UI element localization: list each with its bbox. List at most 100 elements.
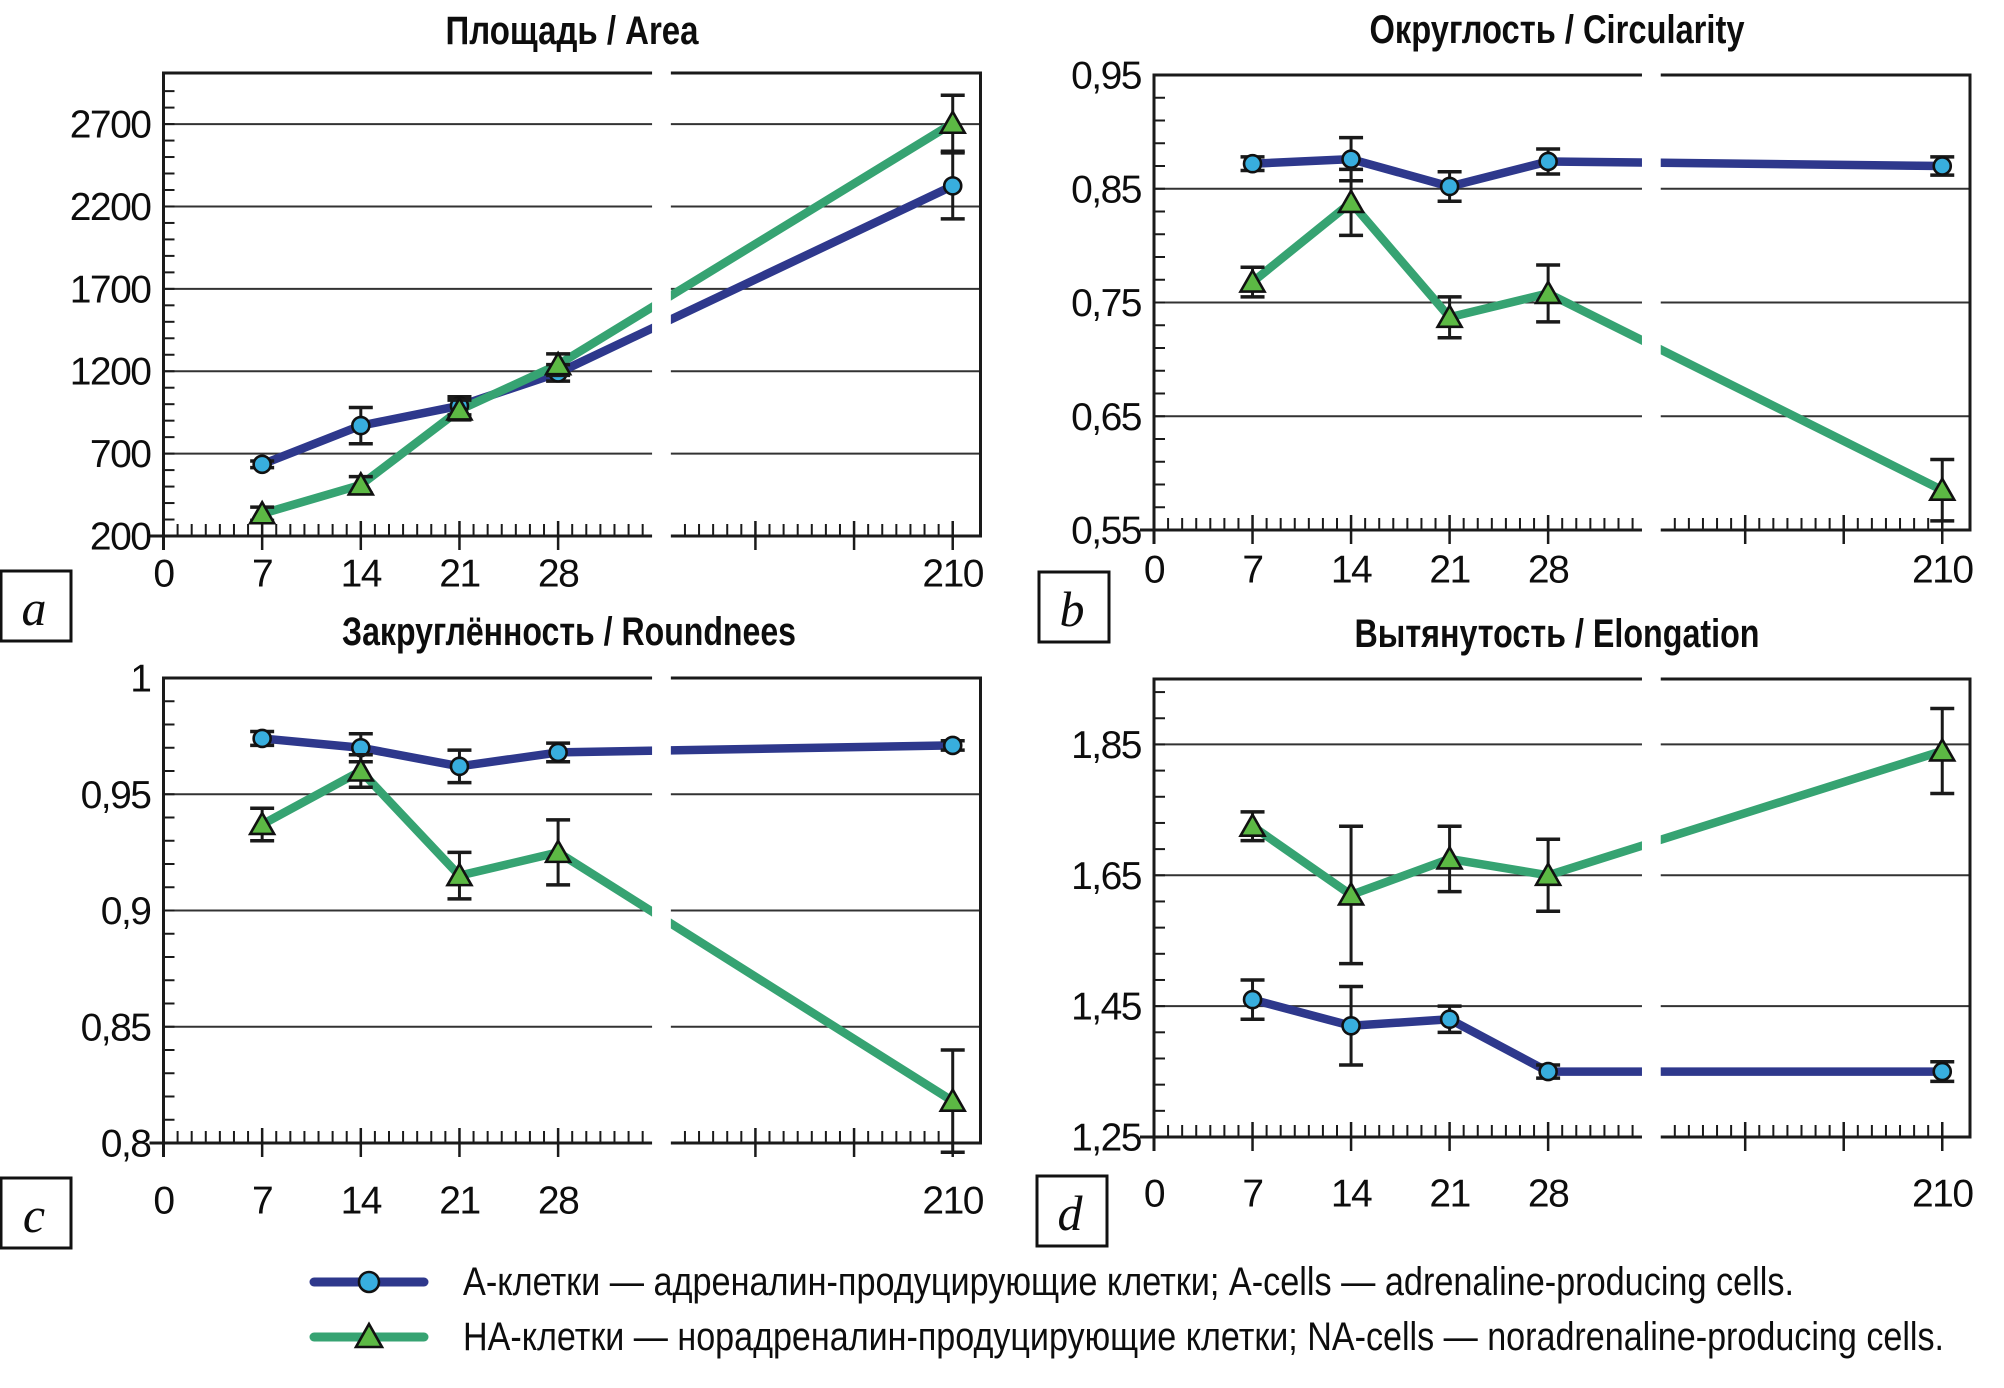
x-tick-label: 7 — [1242, 1173, 1262, 1216]
circle-marker — [1242, 153, 1263, 174]
triangle-marker — [247, 810, 277, 836]
x-tick-label: 28 — [538, 553, 578, 596]
y-tick-label: 2700 — [70, 104, 152, 147]
x-tick-label: 14 — [341, 553, 382, 596]
panel-a-label-box: a — [0, 569, 73, 643]
circle-marker — [1242, 989, 1263, 1010]
circle-marker — [1932, 1061, 1953, 1082]
triangle-marker — [1533, 279, 1563, 305]
panel-c-title: Закруглённость / Roundnees — [342, 610, 796, 654]
panel-b-letter: b — [1060, 581, 1085, 637]
circle-marker — [1341, 149, 1361, 169]
y-tick-label: 0,85 — [1071, 168, 1142, 211]
panel-c-letter: c — [23, 1187, 45, 1243]
y-tick-label: 1200 — [70, 351, 152, 394]
x-tick-label: 7 — [252, 1180, 272, 1223]
legend-label-a-cells: А-клетки — адреналин-продуцирующие клетк… — [463, 1260, 1794, 1304]
axis-break-band — [652, 71, 671, 539]
x-tick-label: 7 — [1242, 549, 1262, 592]
axis-break-band — [652, 676, 671, 1146]
panel-b-label-box: b — [1037, 570, 1111, 644]
triangle-marker — [346, 756, 376, 782]
y-tick-label: 700 — [90, 433, 151, 476]
triangle-marker — [445, 861, 474, 887]
x-tick-label: 0 — [153, 1180, 174, 1223]
y-tick-label: 0,9 — [101, 890, 151, 933]
na-cells-markers — [1238, 188, 1957, 501]
legend-item-na-cells — [309, 1321, 429, 1349]
y-tick-label: 200 — [90, 516, 151, 559]
x-tick-label: 210 — [922, 1180, 983, 1223]
na-cells-markers — [247, 109, 967, 525]
circle-marker — [1538, 151, 1558, 172]
legend-label-na-cells: НА-клетки — норадреналин-продуцирующие к… — [463, 1315, 1944, 1359]
triangle-marker — [543, 350, 573, 376]
legend-triangle-marker — [353, 1321, 385, 1349]
x-tick-label: 210 — [1912, 549, 1973, 592]
legend-item-a-cells — [309, 1270, 429, 1294]
a-cells-markers — [1242, 149, 1953, 197]
y-tick-label: 1,45 — [1071, 986, 1142, 1029]
circle-marker — [351, 415, 371, 436]
panel-b-title: Округлость / Circularity — [1370, 8, 1746, 52]
y-tick-label: 0,95 — [1071, 55, 1142, 98]
y-tick-label: 0,65 — [1071, 396, 1142, 439]
x-tick-label: 7 — [252, 553, 272, 596]
panel-b-plot: 0,95 0,85 0,75 0,65 0,550 7 14 21 28 210 — [1071, 55, 1975, 592]
triangle-marker — [543, 838, 573, 864]
circle-marker — [1932, 156, 1953, 176]
triangle-marker — [1435, 844, 1464, 870]
na-cells-markers — [1238, 736, 1957, 906]
y-tick-label: 1,85 — [1071, 724, 1142, 767]
x-tick-label: 28 — [1528, 1173, 1568, 1216]
x-tick-label: 0 — [1144, 1173, 1165, 1216]
a-cells-markers — [252, 728, 963, 777]
panel-a-letter: a — [22, 580, 47, 636]
circle-marker — [942, 176, 963, 196]
circle-marker — [548, 742, 568, 763]
panel-d-label-box: d — [1035, 1174, 1109, 1248]
x-tick-label: 28 — [538, 1180, 578, 1223]
panel-b-label-frame — [1037, 570, 1111, 644]
y-tick-label: 1,25 — [1071, 1117, 1142, 1160]
triangle-marker — [1533, 861, 1563, 887]
x-tick-label: 14 — [1331, 1173, 1372, 1216]
panel-d-letter: d — [1058, 1185, 1084, 1241]
circle-marker — [449, 756, 470, 777]
triangle-marker — [1238, 812, 1267, 838]
legend-graphics — [309, 1270, 429, 1349]
triangle-marker — [938, 109, 967, 135]
y-tick-label: 1 — [130, 658, 150, 701]
triangle-marker — [1928, 476, 1957, 501]
panel-d-title: Вытянутость / Elongation — [1355, 612, 1760, 656]
triangle-marker — [938, 1087, 967, 1112]
circle-marker — [942, 735, 963, 756]
panel-c-label-frame — [0, 1176, 73, 1250]
axis-break-band — [1641, 73, 1661, 533]
panel-a-label-frame — [0, 569, 73, 643]
circle-marker — [252, 728, 272, 749]
circle-marker — [1439, 176, 1460, 197]
y-tick-label: 0,85 — [81, 1006, 152, 1049]
panel-c-label-box: c — [0, 1176, 73, 1250]
na-cells-markers — [247, 756, 967, 1112]
triangle-marker — [1336, 880, 1366, 906]
x-tick-label: 21 — [1429, 1173, 1469, 1216]
x-tick-label: 14 — [341, 1180, 382, 1223]
panel-c-plot: 1 0,95 0,9 0,85 0,80 7 14 21 28 210 — [81, 658, 986, 1223]
y-tick-label: 2200 — [70, 186, 152, 229]
triangle-marker — [445, 395, 474, 421]
x-tick-label: 14 — [1331, 549, 1372, 592]
triangle-marker — [1928, 736, 1957, 762]
x-tick-label: 0 — [153, 553, 174, 596]
y-tick-label: 1,65 — [1071, 855, 1142, 898]
y-tick-label: 0,95 — [81, 774, 152, 817]
x-tick-label: 210 — [922, 553, 983, 596]
axis-break-band — [1641, 677, 1661, 1140]
x-tick-label: 21 — [439, 553, 479, 596]
x-tick-label: 210 — [1912, 1173, 1973, 1216]
x-tick-label: 21 — [1429, 549, 1469, 592]
